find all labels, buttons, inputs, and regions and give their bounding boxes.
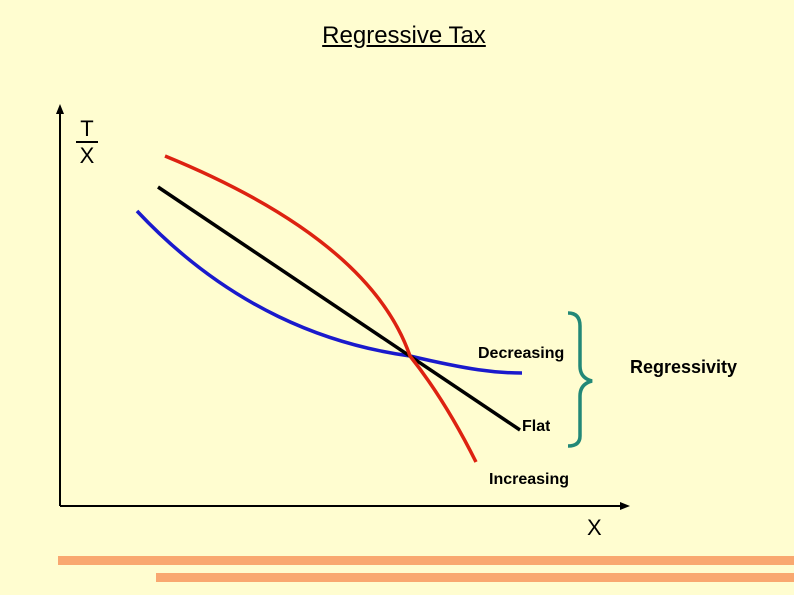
decreasing-label: Decreasing (478, 345, 565, 362)
page-title: Regressive Tax (322, 22, 486, 49)
increasing-curve (164, 154, 478, 463)
x-axis-label: X (587, 515, 602, 540)
y-axis-denominator: X (79, 143, 95, 168)
y-axis-arrow (56, 104, 64, 114)
increasing-label: Increasing (489, 471, 570, 488)
flat-label: Flat (522, 418, 551, 435)
regressivity-bracket (567, 311, 593, 448)
decreasing-curve (135, 209, 523, 375)
flat-line (157, 185, 521, 432)
accent-bar-bottom (156, 573, 794, 582)
y-axis-numerator: T (76, 118, 98, 143)
regressivity-label: Regressivity (630, 357, 738, 377)
accent-bar-top (58, 556, 794, 565)
x-axis-arrow (620, 502, 630, 510)
y-axis-label: T X (76, 118, 98, 167)
